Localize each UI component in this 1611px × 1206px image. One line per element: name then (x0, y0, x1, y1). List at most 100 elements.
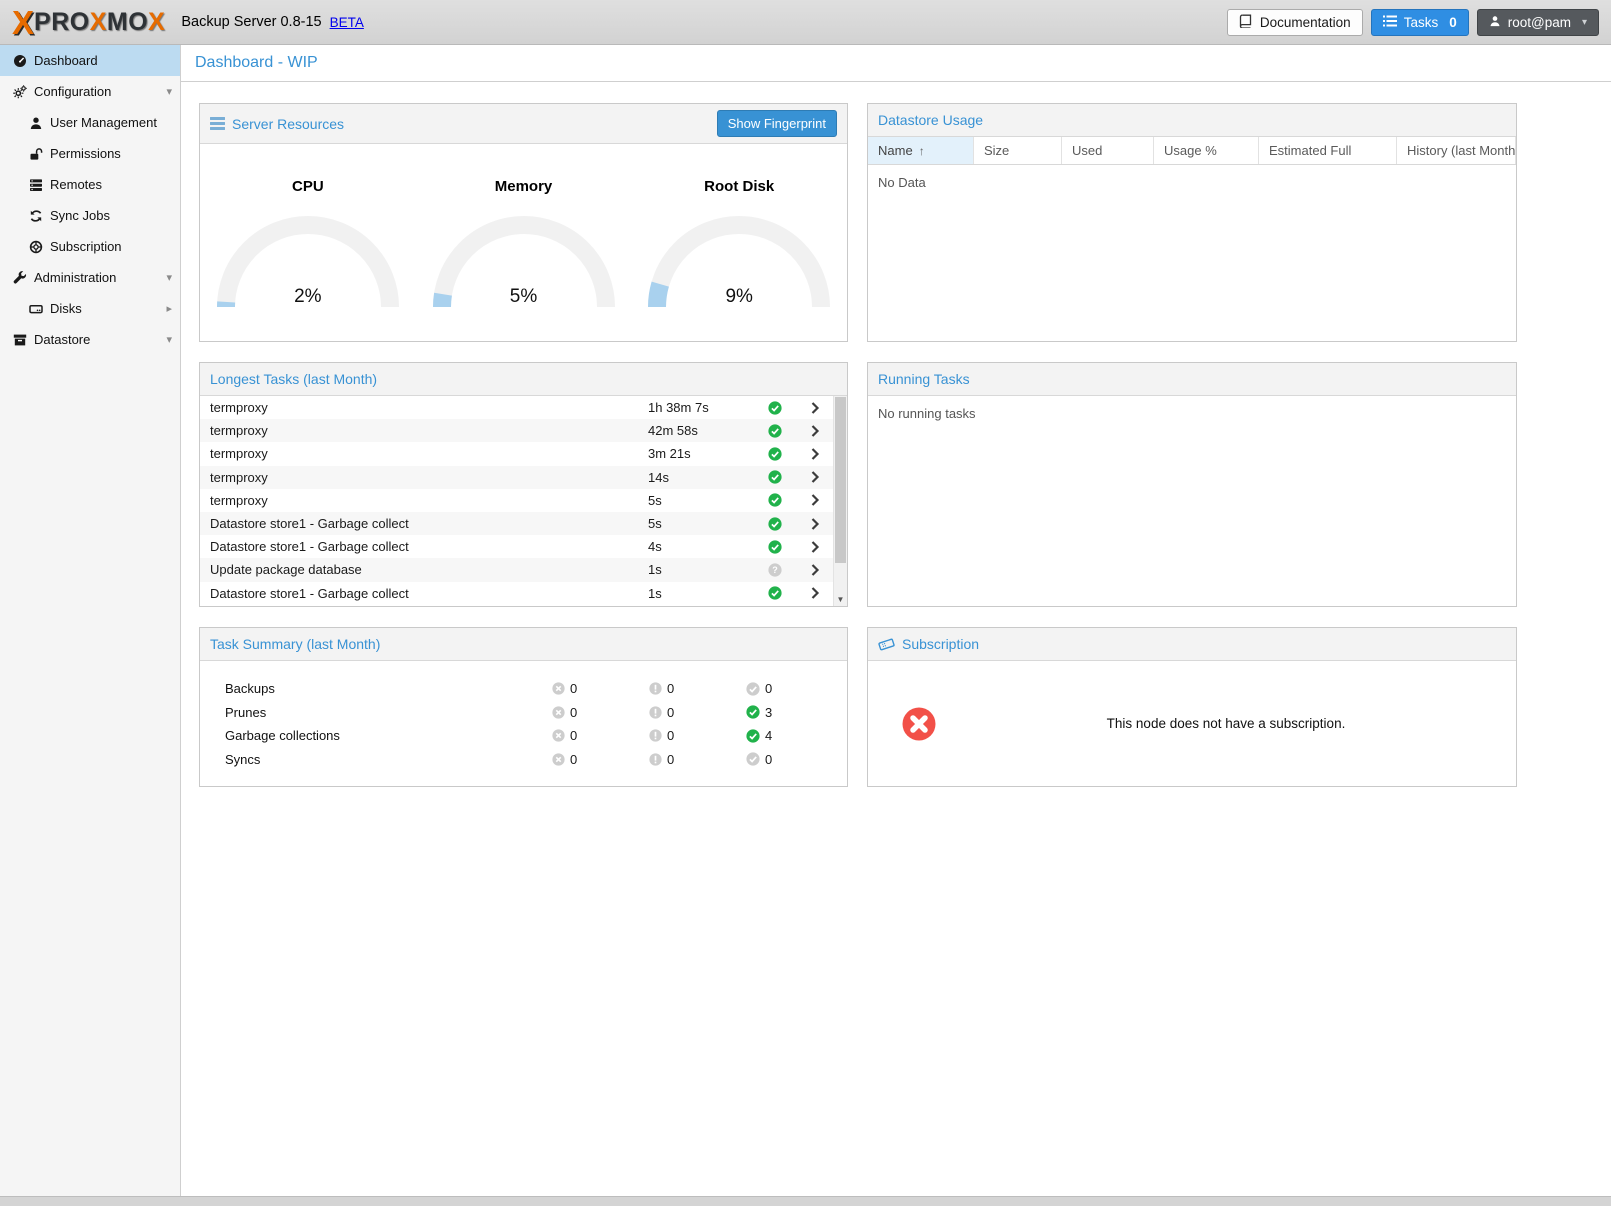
column-header-usage-[interactable]: Usage % (1154, 137, 1259, 164)
proxmox-logo: X PROXMOX (12, 6, 165, 39)
task-row[interactable]: termproxy 5s (200, 489, 833, 512)
topbar: X PROXMOX Backup Server 0.8-15 BETA Docu… (0, 0, 1611, 45)
sidebar-item-user-management[interactable]: User Management (0, 107, 180, 138)
column-header-estimated-full[interactable]: Estimated Full (1259, 137, 1397, 164)
user-icon (28, 116, 44, 130)
task-summary-table: Backups 0 0 0 Prunes 0 0 3 Garbage colle… (200, 661, 847, 771)
task-name: termproxy (210, 423, 268, 439)
open-task-chevron-icon[interactable] (797, 448, 833, 460)
task-duration: 5s (648, 516, 662, 532)
task-row[interactable]: Update package database 1s ? (200, 558, 833, 582)
scrollbar-thumb[interactable] (835, 397, 846, 563)
task-row[interactable]: termproxy 1h 38m 7s (200, 396, 833, 419)
show-fingerprint-button[interactable]: Show Fingerprint (716, 110, 837, 137)
task-row[interactable]: Datastore store1 - Garbage collect 1s (200, 582, 833, 605)
count: 0 (667, 704, 675, 720)
open-task-chevron-icon[interactable] (797, 517, 833, 530)
gauge-arc: 9% (646, 212, 832, 310)
subscription-panel: Subscription This node does not have a s… (867, 627, 1517, 787)
sidebar-item-disks[interactable]: Disks ▸ (0, 293, 180, 324)
archive-icon (12, 333, 28, 347)
gauge-label: Memory (494, 178, 553, 195)
sidebar-item-datastore[interactable]: Datastore ▾ (0, 324, 180, 355)
sidebar-item-dashboard[interactable]: Dashboard (0, 45, 180, 76)
beta-link[interactable]: BETA (329, 14, 364, 30)
tasks-button[interactable]: Tasks 0 (1370, 8, 1469, 36)
no-subscription-icon (902, 707, 936, 741)
server-resources-panel: Server Resources Show Fingerprint CPU 2%… (199, 103, 848, 342)
sidebar-item-permissions[interactable]: Permissions (0, 138, 180, 169)
expand-arrow-icon[interactable]: ▾ (166, 86, 172, 98)
gauge-label: CPU (292, 178, 324, 195)
resource-gauges: CPU 2% Memory 5% Root Disk 9% (200, 144, 847, 341)
sidebar-item-sync-jobs[interactable]: Sync Jobs (0, 200, 180, 231)
ticket-icon (878, 637, 895, 652)
user-menu-button[interactable]: root@pam ▾ (1476, 8, 1599, 36)
warning-count-cell: 0 (649, 728, 746, 743)
open-task-chevron-icon[interactable] (797, 471, 833, 483)
gauge-value: 9% (725, 286, 753, 307)
open-task-chevron-icon[interactable] (797, 494, 833, 507)
user-icon (1489, 15, 1501, 30)
bottom-statusbar (0, 1196, 1611, 1206)
task-row[interactable]: termproxy 42m 58s (200, 419, 833, 443)
open-task-chevron-icon[interactable] (797, 425, 833, 437)
column-header-name[interactable]: Name ↑ (868, 137, 974, 164)
sidebar-item-administration[interactable]: Administration ▾ (0, 262, 180, 293)
running-tasks-panel: Running Tasks No running tasks (867, 362, 1517, 607)
task-row[interactable]: termproxy 3m 21s (200, 442, 833, 465)
open-task-chevron-icon[interactable] (797, 540, 833, 553)
count: 0 (667, 681, 675, 697)
documentation-button[interactable]: Documentation (1226, 8, 1363, 36)
datastore-usage-empty-text: No Data (878, 175, 926, 190)
subscription-message: This node does not have a subscription. (1106, 716, 1346, 731)
gauge-arc: 5% (431, 212, 617, 310)
check-icon (746, 729, 760, 743)
status-ok-icon (753, 400, 797, 415)
svg-text:?: ? (772, 565, 778, 575)
task-duration: 42m 58s (648, 423, 698, 439)
task-row[interactable]: termproxy 14s (200, 465, 833, 489)
task-summary-row: Syncs 0 0 0 (225, 748, 847, 772)
dashboard-content: Server Resources Show Fingerprint CPU 2%… (181, 82, 1611, 787)
gauge-value: 2% (294, 286, 322, 307)
error-count-cell: 0 (552, 728, 649, 743)
error-icon (552, 706, 565, 719)
expand-arrow-icon[interactable]: ▸ (166, 303, 172, 315)
count: 0 (570, 728, 578, 744)
task-duration: 1h 38m 7s (648, 400, 709, 416)
column-header-size[interactable]: Size (974, 137, 1062, 164)
expand-arrow-icon[interactable]: ▾ (166, 334, 172, 346)
task-row[interactable]: Datastore store1 - Garbage collect 4s (200, 535, 833, 558)
book-icon (1239, 14, 1253, 31)
error-icon (552, 729, 565, 742)
longest-tasks-scrollbar[interactable]: ▼ (833, 396, 847, 606)
datastore-usage-table-header: Name ↑ Size Used Usage % Estimated Full … (868, 137, 1516, 165)
column-header-history-last-month-[interactable]: History (last Month) (1397, 137, 1516, 164)
open-task-chevron-icon[interactable] (797, 587, 833, 599)
status-ok-icon (753, 447, 797, 461)
datastore-usage-header: Datastore Usage (868, 104, 1516, 137)
datastore-usage-panel: Datastore Usage Name ↑ Size Used Usage %… (867, 103, 1517, 342)
error-icon (552, 753, 565, 766)
open-task-chevron-icon[interactable] (797, 564, 833, 576)
status-ok-icon (753, 586, 797, 600)
expand-arrow-icon[interactable]: ▾ (166, 272, 172, 284)
task-row[interactable]: Datastore store1 - Garbage collect 5s (200, 511, 833, 536)
count: 0 (667, 751, 675, 767)
task-summary-label: Syncs (225, 751, 261, 767)
warning-count-cell: 0 (649, 705, 746, 720)
open-task-chevron-icon[interactable] (797, 401, 833, 414)
status-ok-icon (753, 424, 797, 438)
sidebar-item-configuration[interactable]: Configuration ▾ (0, 76, 180, 107)
check-icon (746, 705, 760, 719)
scrollbar-down-arrow[interactable]: ▼ (836, 594, 845, 604)
gears-icon (12, 84, 28, 99)
chevron-down-icon: ▾ (1581, 16, 1587, 28)
sidebar-item-remotes[interactable]: Remotes (0, 169, 180, 200)
gauge-value: 5% (509, 286, 538, 307)
proxmox-logo-mark-icon: X (12, 3, 34, 41)
sidebar-item-subscription[interactable]: Subscription (0, 231, 180, 262)
column-header-used[interactable]: Used (1062, 137, 1154, 164)
task-summary-label: Prunes (225, 704, 267, 720)
